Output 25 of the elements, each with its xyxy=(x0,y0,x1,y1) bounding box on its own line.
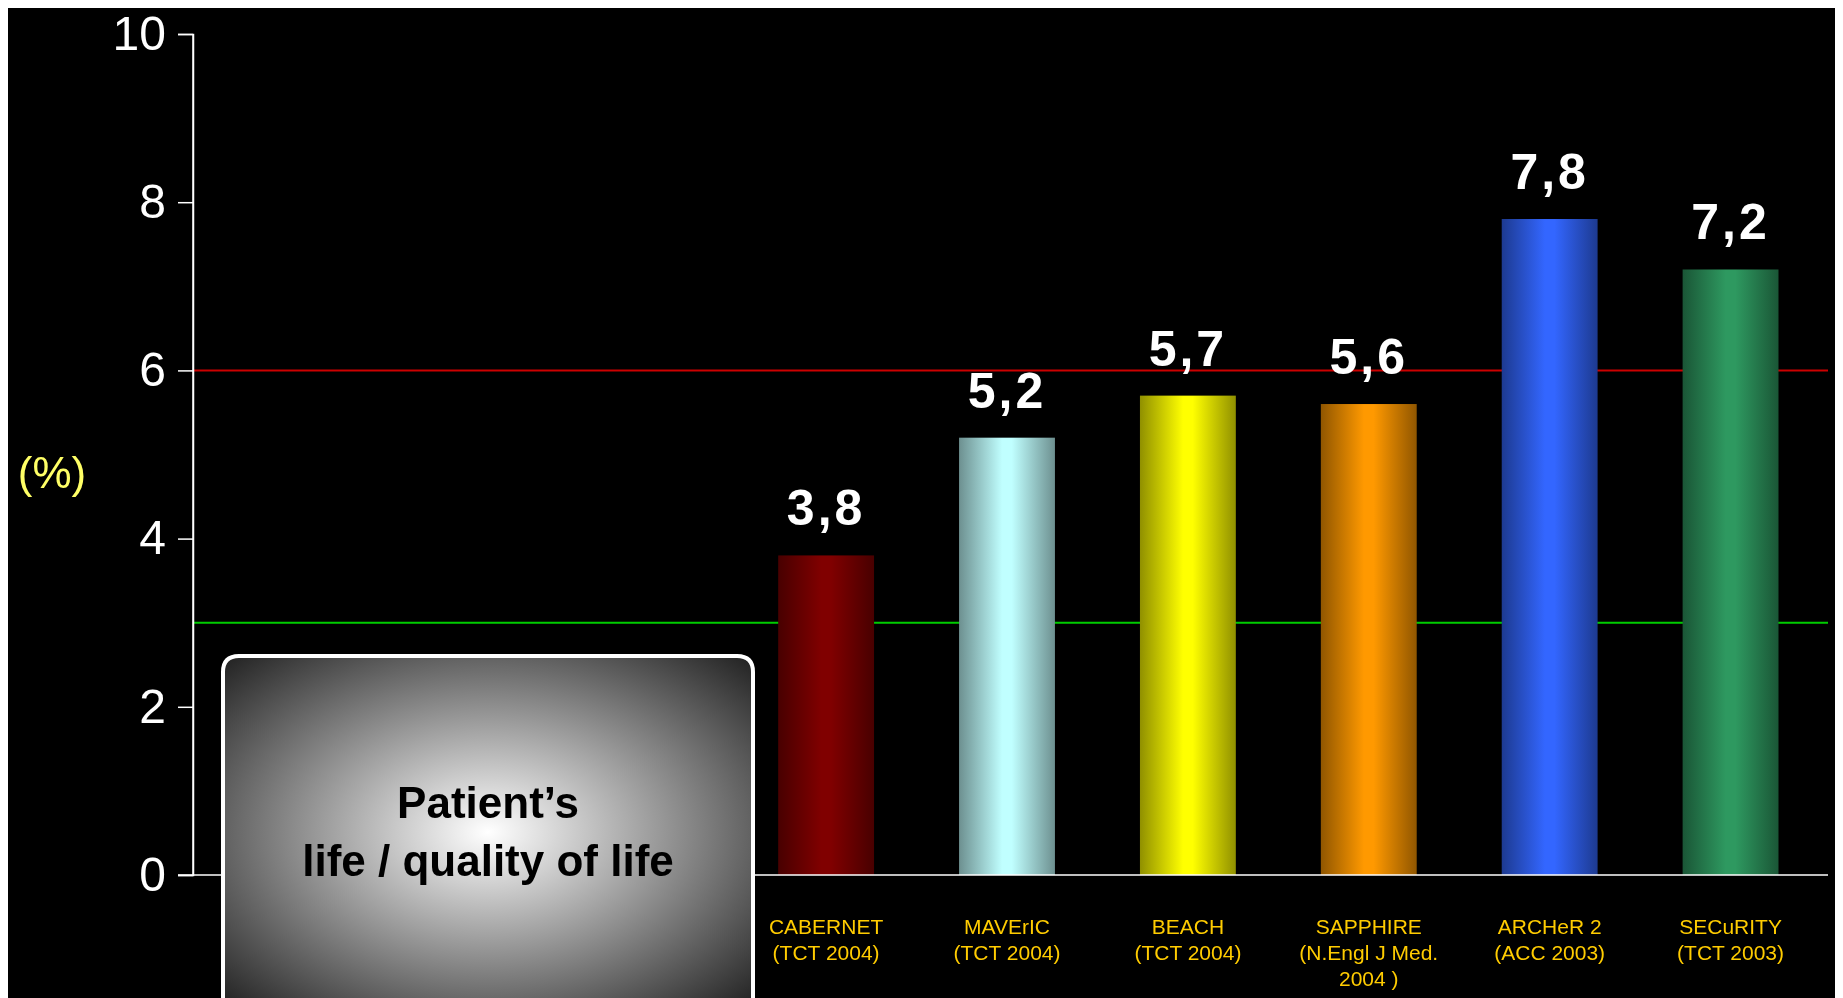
x-tick-label: BEACH (TCT 2004) xyxy=(1134,915,1242,964)
data-label: 5,7 xyxy=(1148,320,1228,377)
y-tick-label: 2 xyxy=(139,679,166,733)
x-tick-label: SAPPHIRE (N.Engl J Med. 2004 ) xyxy=(1299,915,1439,990)
data-label: 7,8 xyxy=(1510,144,1589,201)
bar xyxy=(1320,404,1417,875)
bar xyxy=(1501,219,1598,875)
y-tick-label: 8 xyxy=(139,175,166,229)
x-tick-label: ARCHeR 2 (ACC 2003) xyxy=(1494,915,1606,964)
y-tick-label: 6 xyxy=(139,343,166,397)
x-tick-label: MAVErIC (TCT 2004) xyxy=(953,915,1061,964)
y-tick-label: 10 xyxy=(112,6,166,60)
y-tick-label: 4 xyxy=(139,511,166,565)
y-tick-label: 0 xyxy=(139,847,166,901)
bar xyxy=(778,555,875,875)
data-label: 5,2 xyxy=(967,362,1047,419)
bar xyxy=(1682,269,1779,875)
x-tick-label: SECuRITY (TCT 2003) xyxy=(1677,915,1785,964)
y-axis-title: (%) xyxy=(17,448,87,498)
annotation: Patient’s life / quality of life xyxy=(302,778,674,885)
bar xyxy=(959,437,1055,875)
data-label: 7,2 xyxy=(1691,194,1770,251)
bar xyxy=(1139,395,1236,875)
x-tick-label: CABERNET (TCT 2004) xyxy=(768,915,884,964)
data-label: 3,8 xyxy=(786,480,866,537)
